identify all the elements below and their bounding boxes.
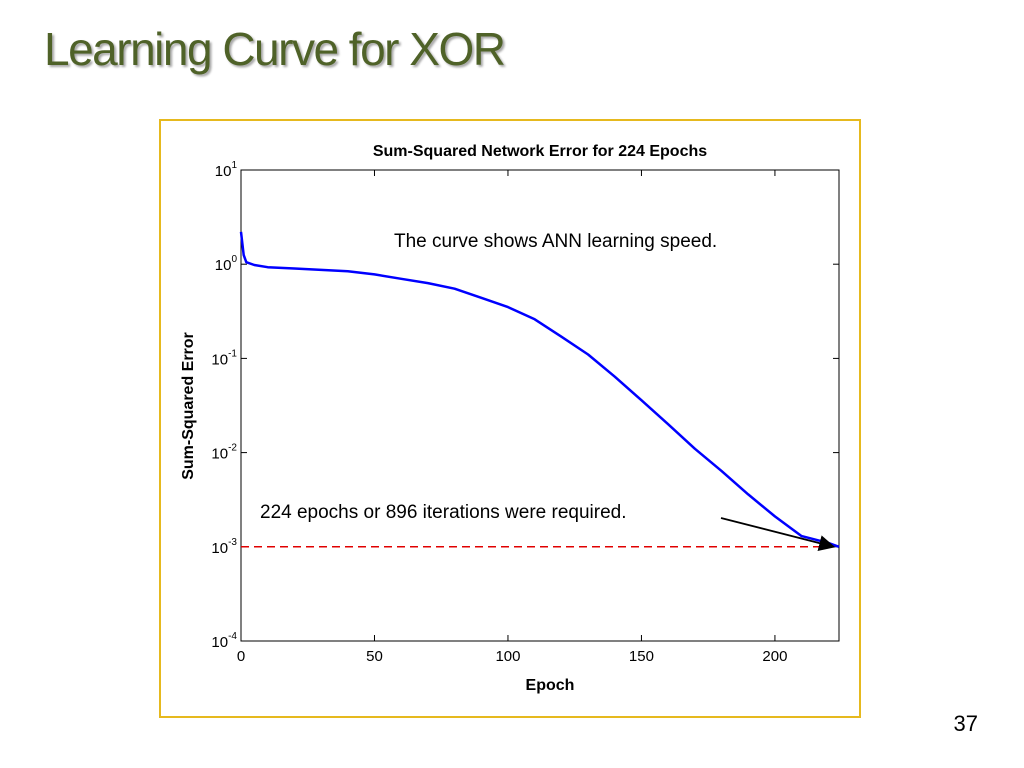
y-tick-label: 100 <box>215 254 238 274</box>
x-axis-ticks: 0 50 100 150 200 <box>237 170 787 665</box>
x-tick-label: 100 <box>495 648 520 665</box>
page-number: 37 <box>953 711 978 736</box>
y-tick-label: 10-4 <box>211 631 237 651</box>
annotation-arrow <box>720 517 836 552</box>
y-tick-label: 101 <box>215 160 238 180</box>
plot-area <box>240 169 840 642</box>
annotation-epochs-required: 224 epochs or 896 iterations were requir… <box>260 502 627 523</box>
learning-curve-chart: Sum-Squared Network Error for 224 Epochs… <box>180 143 840 694</box>
figure-frame: Sum-Squared Network Error for 224 Epochs… <box>159 119 861 718</box>
slide-title: Learning Curve for XOR <box>44 23 506 75</box>
y-tick-label: 10-2 <box>211 443 237 463</box>
annotation-learning-speed: The curve shows ANN learning speed. <box>394 231 717 252</box>
y-tick-label: 10-1 <box>211 348 237 368</box>
x-tick-label: 200 <box>762 648 787 665</box>
x-axis-title: Epoch <box>526 677 575 694</box>
chart-title: Sum-Squared Network Error for 224 Epochs <box>373 143 707 160</box>
y-axis-title: Sum-Squared Error <box>180 332 197 480</box>
x-tick-label: 50 <box>366 648 383 665</box>
x-tick-label: 0 <box>237 648 245 665</box>
error-curve-line <box>239 231 840 548</box>
y-axis-ticks: 101 100 10-1 10-2 10-3 10-4 <box>211 160 839 651</box>
y-tick-label: 10-3 <box>211 537 237 557</box>
x-tick-label: 150 <box>629 648 654 665</box>
